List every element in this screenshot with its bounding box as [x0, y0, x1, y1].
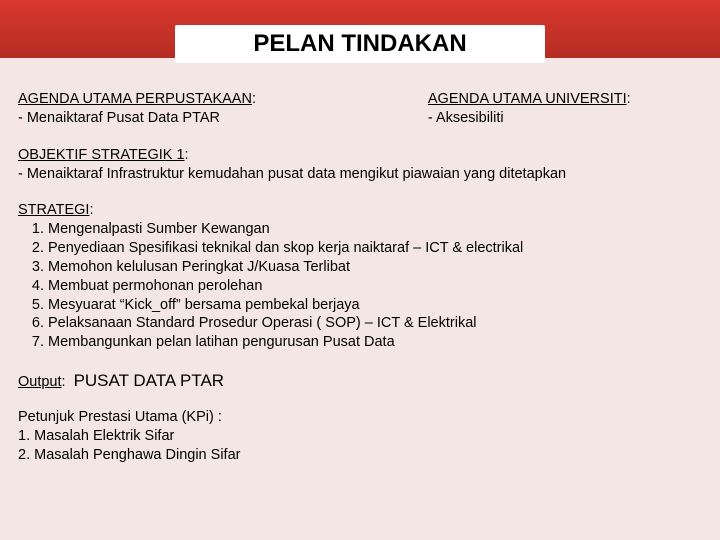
agenda-left-colon: : [252, 91, 256, 107]
agenda-perpustakaan: AGENDA UTAMA PERPUSTAKAAN: - Menaiktaraf… [18, 90, 408, 128]
objektif-item: - Menaiktaraf Infrastruktur kemudahan pu… [18, 166, 566, 182]
list-item: Membangunkan pelan latihan pengurusan Pu… [48, 333, 702, 352]
strategi-section: STRATEGI: Mengenalpasti Sumber Kewangan … [18, 201, 702, 352]
objektif-heading: OBJEKTIF STRATEGIK 1 [18, 147, 185, 163]
output-colon: : [62, 374, 66, 390]
objektif-section: OBJEKTIF STRATEGIK 1: - Menaiktaraf Infr… [18, 146, 702, 184]
strategi-heading: STRATEGI [18, 202, 89, 218]
slide-content: AGENDA UTAMA PERPUSTAKAAN: - Menaiktaraf… [0, 58, 720, 475]
kpi-item: 1. Masalah Elektrik Sifar [18, 428, 174, 444]
agenda-left-item: - Menaiktaraf Pusat Data PTAR [18, 110, 220, 126]
agenda-right-item: - Aksesibiliti [428, 110, 504, 126]
agenda-row: AGENDA UTAMA PERPUSTAKAAN: - Menaiktaraf… [18, 90, 702, 128]
agenda-right-heading: AGENDA UTAMA UNIVERSITI [428, 91, 627, 107]
list-item: Memohon kelulusan Peringkat J/Kuasa Terl… [48, 258, 702, 277]
header-bar: PELAN TINDAKAN [0, 0, 720, 58]
agenda-universiti: AGENDA UTAMA UNIVERSITI: - Aksesibiliti [428, 90, 702, 128]
agenda-left-heading: AGENDA UTAMA PERPUSTAKAAN [18, 91, 252, 107]
list-item: Penyediaan Spesifikasi teknikal dan skop… [48, 239, 702, 258]
strategi-colon: : [89, 202, 93, 218]
kpi-section: Petunjuk Prestasi Utama (KPi) : 1. Masal… [18, 408, 702, 465]
objektif-colon: : [185, 147, 189, 163]
list-item: Mesyuarat “Kick_off” bersama pembekal be… [48, 296, 702, 315]
kpi-item: 2. Masalah Penghawa Dingin Sifar [18, 447, 240, 463]
list-item: Membuat permohonan perolehan [48, 277, 702, 296]
output-section: Output: PUSAT DATA PTAR [18, 370, 702, 392]
strategi-list: Mengenalpasti Sumber Kewangan Penyediaan… [18, 220, 702, 352]
output-value: PUSAT DATA PTAR [74, 370, 225, 392]
list-item: Mengenalpasti Sumber Kewangan [48, 220, 702, 239]
output-label: Output [18, 374, 62, 390]
kpi-heading: Petunjuk Prestasi Utama (KPi) : [18, 409, 222, 425]
agenda-right-colon: : [627, 91, 631, 107]
list-item: Pelaksanaan Standard Prosedur Operasi ( … [48, 314, 702, 333]
page-title: PELAN TINDAKAN [175, 25, 544, 63]
